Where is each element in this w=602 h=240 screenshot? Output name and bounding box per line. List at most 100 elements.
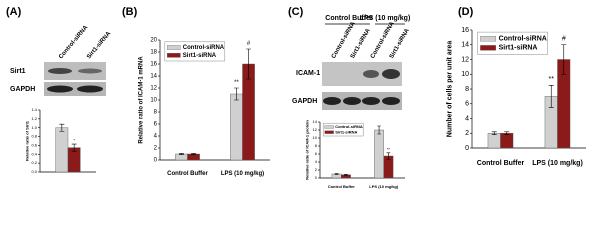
y-tick-label: 4: [465, 115, 469, 122]
legend-swatch: [167, 53, 181, 58]
significance-marker: **: [387, 146, 391, 151]
panel-label: (C): [288, 6, 304, 18]
legend-label: Control-siRNA: [183, 45, 225, 51]
bar: [55, 127, 69, 173]
y-tick-label: 20: [150, 38, 157, 44]
x-tick-label: LPS (10 mg/kg): [221, 171, 264, 177]
row-label: GAPDH: [292, 98, 317, 105]
bar: [230, 93, 243, 161]
y-axis-label: Relative ratio of ICAM-1 mRNA: [138, 56, 144, 144]
y-tick-label: 10: [461, 71, 469, 78]
y-tick-label: 12: [313, 127, 318, 132]
band: [77, 85, 103, 93]
y-tick-label: 1.2: [31, 116, 37, 121]
y-axis-label: Relative ratio of ICAM-1 protein: [304, 120, 309, 180]
significance-marker: **: [549, 76, 555, 83]
panel-label: (B): [122, 6, 138, 18]
lane-label: Control-siRNA: [58, 24, 90, 60]
band: [323, 97, 341, 105]
y-tick-label: 8: [315, 143, 318, 148]
legend-swatch: [480, 45, 496, 51]
legend-swatch: [324, 125, 334, 129]
y-tick-label: 6: [315, 151, 318, 156]
error-bar: [548, 85, 554, 108]
error-bar: [234, 87, 239, 101]
y-tick-label: 14: [150, 74, 157, 80]
row-label: Sirt1: [10, 68, 26, 75]
y-tick-label: 10: [150, 98, 157, 104]
y-tick-label: 4: [315, 159, 318, 164]
group-label: LPS (10 mg/kg): [360, 15, 411, 22]
y-tick-label: 2: [315, 167, 318, 172]
row-label: GAPDH: [10, 86, 35, 93]
y-tick-label: 0.6: [31, 142, 37, 147]
y-tick-label: 14: [461, 42, 469, 49]
row-label: ICAM-1: [296, 70, 320, 77]
x-tick-label: LPS (10 mg/kg): [369, 184, 399, 189]
y-tick-label: 18: [150, 50, 157, 56]
error-bar: [504, 131, 510, 136]
lane-label: Sirt1-siRNA: [389, 27, 411, 59]
error-bar: [344, 174, 348, 176]
x-tick-label: LPS (10 mg/kg): [532, 160, 583, 167]
panel-label: (D): [458, 6, 474, 18]
band: [363, 70, 379, 78]
legend-label: Sirt1-siRNA: [335, 129, 357, 134]
y-tick-label: 0.2: [31, 160, 37, 165]
y-axis-label: Number of cells per unit area: [446, 41, 453, 138]
y-tick-label: 0: [465, 145, 469, 152]
error-bar: [246, 48, 251, 80]
y-tick-label: 1.4: [31, 107, 37, 112]
bar: [500, 133, 514, 149]
band: [382, 69, 400, 79]
x-tick-label: Control Buffer: [167, 171, 208, 177]
y-tick-label: 12: [461, 56, 469, 63]
y-tick-label: 10: [313, 135, 318, 140]
bar: [487, 133, 501, 149]
error-bar: [491, 131, 497, 136]
significance-marker: **: [234, 80, 239, 86]
y-tick-label: 2: [154, 146, 158, 152]
y-tick-label: 0.0: [31, 169, 37, 174]
error-bar: [377, 125, 381, 135]
y-tick-label: 0.4: [31, 151, 37, 156]
y-tick-label: 0: [315, 175, 318, 180]
band: [343, 97, 361, 105]
band: [382, 97, 400, 105]
bar: [374, 129, 384, 179]
band: [362, 97, 380, 105]
error-bar: [191, 153, 196, 155]
y-tick-label: 6: [154, 122, 158, 128]
y-tick-label: 2: [465, 130, 469, 137]
legend-label: Sirt1-siRNA: [499, 45, 538, 52]
band: [48, 68, 72, 74]
error-bar: [561, 44, 567, 75]
figure: (A) (B) (C) (D) Control-siRNA Sirt1-siRN…: [6, 6, 586, 189]
y-tick-label: 16: [461, 27, 469, 34]
x-tick-label: Control Buffer: [328, 184, 356, 189]
error-bar: [71, 143, 77, 152]
y-tick-label: 12: [150, 86, 157, 92]
y-tick-label: 1.0: [31, 125, 37, 130]
legend-label: Sirt1-siRNA: [183, 53, 217, 59]
significance-marker: #: [562, 35, 566, 42]
band: [47, 85, 73, 93]
group-label: Control Buffer: [325, 15, 373, 22]
legend-swatch: [480, 36, 496, 42]
panel-label: (A): [6, 6, 22, 18]
legend-label: Control-siRNA: [499, 36, 547, 43]
significance-marker: *: [73, 138, 75, 143]
legend-swatch: [324, 130, 334, 134]
y-axis-label: Relative ratio of Sirt1: [24, 120, 29, 161]
blot-strip: [44, 82, 106, 96]
band: [78, 68, 102, 74]
y-tick-label: 8: [465, 86, 469, 93]
error-bar: [179, 153, 184, 155]
y-tick-label: 8: [154, 110, 158, 116]
error-bar: [59, 123, 65, 132]
y-tick-label: 14: [313, 119, 318, 124]
legend-swatch: [167, 45, 181, 50]
y-tick-label: 16: [150, 62, 157, 68]
significance-marker: #: [247, 41, 251, 47]
blot-strip: [44, 62, 106, 80]
